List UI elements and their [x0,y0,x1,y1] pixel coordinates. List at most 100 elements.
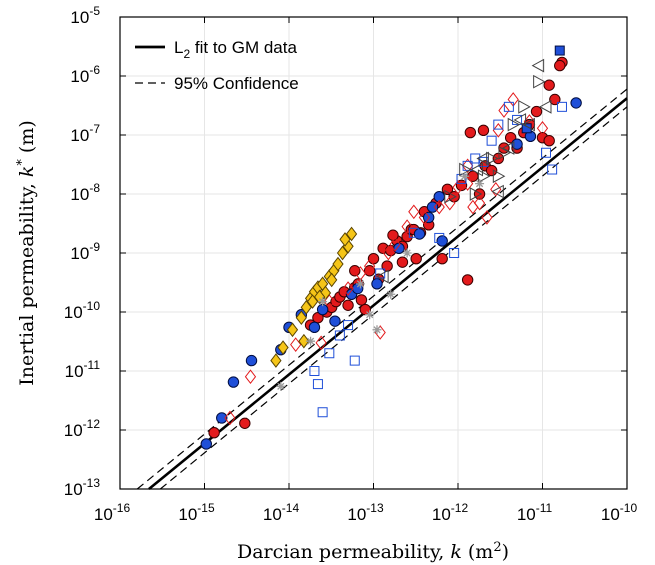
data-point-square [324,348,335,359]
data-point-diamond [332,256,344,272]
y-tick-label: 10-11 [65,358,101,381]
data-point-square [493,119,504,130]
confidence-line [159,106,628,490]
y-axis-title: Inertial permeability, k* (m) [15,120,38,386]
data-point-circle [342,299,354,311]
x-tick-label: 10-15 [178,501,215,524]
data-point-circle [208,426,220,439]
data-point-circle [381,260,393,272]
data-point-circle [436,253,448,265]
data-point-diamond [300,300,312,315]
y-tick-label: 10-9 [70,240,100,263]
data-point-tri-right [492,169,506,184]
data-point-diamond [418,210,431,225]
data-point-circle [511,138,523,150]
data-point-circle [355,294,368,306]
y-tick-label: 10-7 [70,122,100,145]
data-point-star [355,279,365,289]
y-tick-label: 10-12 [64,417,101,440]
data-point-circle [367,253,380,265]
data-point-square [547,164,558,175]
data-point-square [343,320,354,331]
data-point-diamond [401,219,413,234]
data-point-star [475,179,485,189]
data-point-star [318,297,328,307]
data-point-circle [371,278,383,290]
data-point-diamond [498,103,510,118]
data-point-tri-left [513,113,527,127]
data-point-tri-left [531,58,545,73]
axis-ticks: 10-16 10-15 10-14 10-13 10-12 10-11 10-10 10-13… [64,4,638,524]
legend-entry-confidence: 95% Confidence [174,74,299,93]
x-tick-label: 10-11 [517,501,553,524]
data-point-circle [200,438,212,450]
data-point-tri-right [518,100,531,114]
y-tick-label: 10-10 [64,299,101,322]
data-point-circle [410,253,422,265]
data-point-circle [413,228,426,240]
data-point-circle [245,354,258,367]
data-point-star [460,171,470,181]
data-point-circle [227,376,240,388]
legend: L2 fit to GM data 95% Confidence [135,38,299,93]
x-tick-label: 10-10 [601,501,638,524]
data-point-circle [387,229,399,241]
data-point-square [317,407,328,418]
data-point-diamond [492,123,504,138]
data-point-diamond [290,337,302,352]
data-point-circle [363,265,376,277]
y-tick-label: 10-13 [64,476,101,499]
data-point-tri-right [486,151,499,166]
data-point-tri-right [507,117,521,132]
legend-entry-fit: L2 fit to GM data [174,38,297,61]
data-point-square [434,232,445,243]
x-axis-title: Darcian permeability, k (m2) [237,540,509,563]
data-point-diamond [452,179,464,195]
data-point-square [556,101,567,112]
grid [120,17,627,489]
y-tick-label: 10-6 [70,63,100,86]
data-point-star [306,336,316,346]
x-tick-label: 10-12 [432,501,469,524]
data-point-tri-left [522,117,535,132]
data-point-diamond [342,281,354,296]
data-point-tri-right [469,187,483,201]
data-point-diamond [364,258,376,274]
data-point-square [554,45,565,56]
data-point-diamond [389,237,401,252]
data-point-circle [477,124,490,137]
data-point-circle [530,105,543,118]
data-point-tri-left [501,141,515,155]
data-point-diamond [481,210,493,225]
x-tick-label: 10-13 [347,501,384,524]
data-point-star [365,310,375,320]
data-point-circle [473,188,486,200]
data-point-diamond [467,199,479,215]
data-point-tri-right [477,169,491,184]
data-point-circle [554,59,566,72]
y-tick-label: 10-5 [70,4,100,27]
data-point-diamond [461,176,474,191]
data-point-star [402,248,412,258]
data-point-diamond [277,340,289,355]
data-point-square [486,135,497,146]
data-point-diamond [473,195,486,211]
data-point-diamond [382,245,395,261]
data-point-diamond [408,204,420,220]
data-point-circle [393,242,405,255]
data-point-diamond [339,232,351,247]
data-point-circle [436,235,448,247]
data-point-tri-left [538,100,552,114]
x-tick-label: 10-16 [94,501,131,524]
data-points [200,45,582,450]
data-point-diamond [345,226,358,242]
data-point-square [408,227,419,238]
data-point-tri-left [470,162,483,177]
data-point-tri-left [491,184,504,199]
data-point-square [349,355,360,366]
x-tick-label: 10-14 [263,501,300,524]
data-point-square [503,101,514,112]
data-point-square [312,379,323,390]
data-point-circle [216,412,228,424]
data-point-diamond [224,410,236,426]
